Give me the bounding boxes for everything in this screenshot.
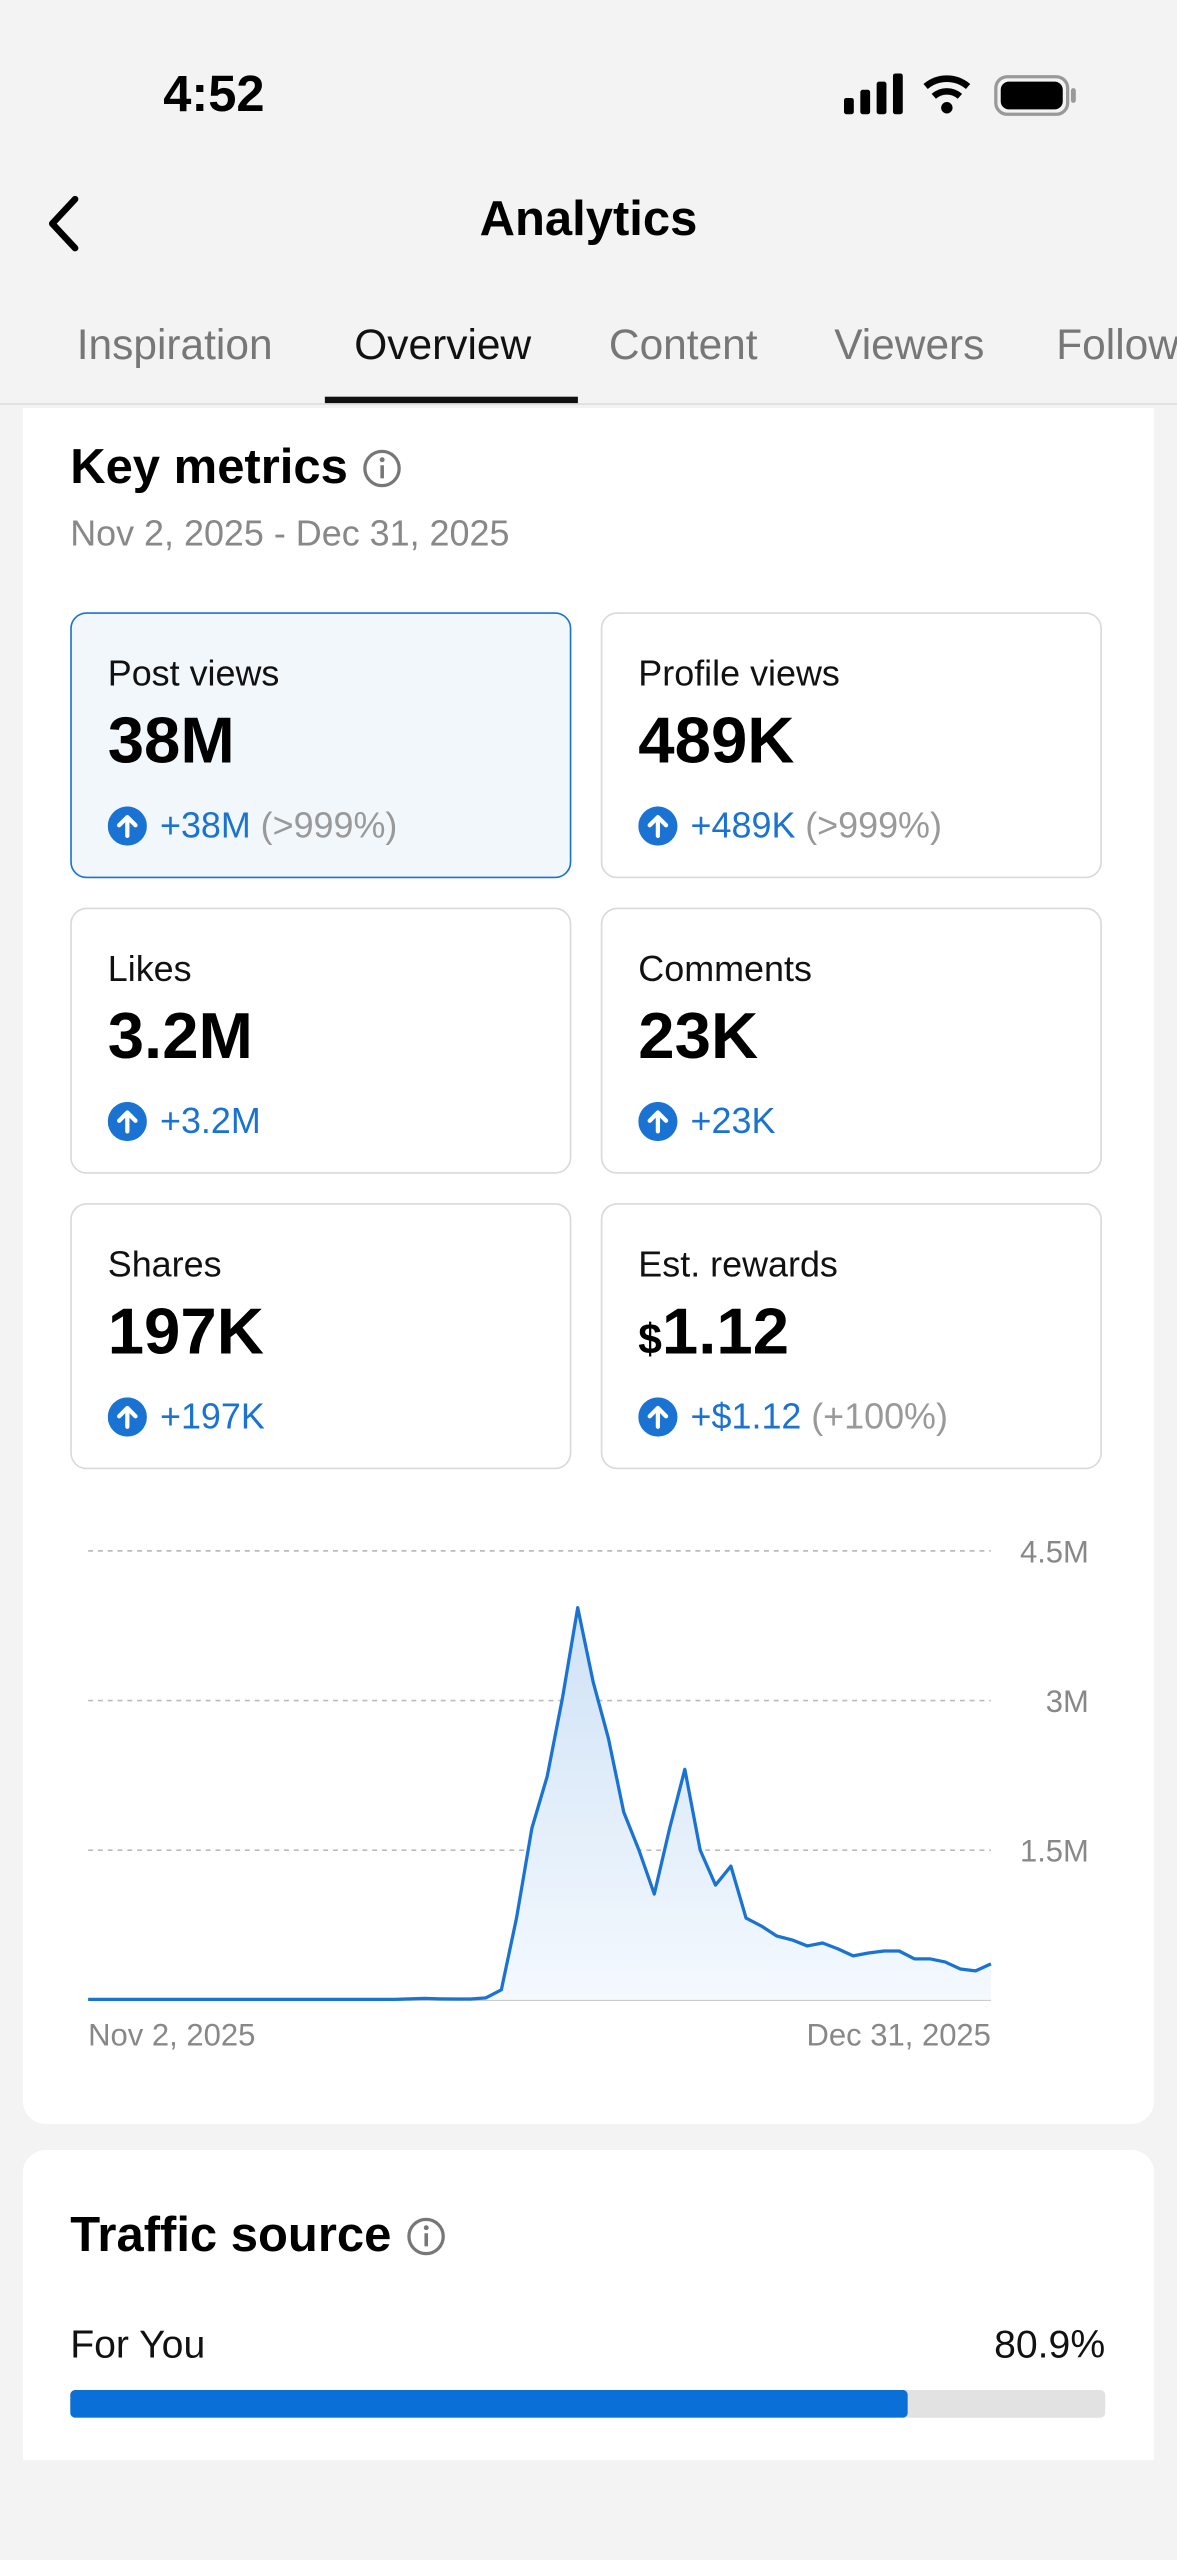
change-pct: (>999%)	[260, 804, 398, 846]
metric-change: +$1.12 (+100%)	[638, 1396, 948, 1438]
value: 197K	[107, 1296, 264, 1369]
tab[interactable]: Followers	[1056, 319, 1177, 369]
value: 3.2M	[107, 1000, 253, 1073]
value: 38M	[107, 705, 235, 778]
change-pct: (>999%)	[805, 804, 942, 846]
change-pct: (+100%)	[811, 1395, 948, 1437]
metric-card[interactable]: Comments 23K +23K	[600, 907, 1102, 1174]
tab[interactable]: Viewers	[834, 319, 985, 369]
value: 23K	[638, 1000, 759, 1073]
currency: $	[638, 1314, 662, 1364]
metric-value: 489K	[638, 705, 794, 778]
metric-card[interactable]: Likes 3.2M +3.2M	[70, 907, 572, 1174]
change: +197K	[159, 1395, 265, 1437]
change: +3.2M	[159, 1100, 261, 1142]
tab[interactable]: Inspiration	[76, 319, 273, 369]
metric-label: Shares	[107, 1243, 222, 1285]
metric-label: Est. rewards	[638, 1243, 838, 1285]
traffic-bar	[70, 2389, 908, 2418]
value: 1.12	[661, 1296, 790, 1369]
metric-card[interactable]: Profile views 489K +489K (>999%)	[600, 612, 1102, 879]
tab-indicator	[324, 396, 578, 404]
y-tick-label: 1.5M	[1020, 1834, 1089, 1869]
y-tick-label: 4.5M	[1020, 1534, 1089, 1569]
metric-card[interactable]: Post views 38M +38M (>999%)	[70, 612, 572, 879]
metric-label: Post views	[107, 653, 280, 694]
back-button[interactable]	[41, 193, 90, 255]
change: +38M	[159, 804, 251, 846]
tab[interactable]: Content	[608, 319, 758, 369]
metric-value: 197K	[108, 1296, 264, 1369]
up-icon	[638, 806, 678, 846]
metric-label: Comments	[638, 948, 812, 990]
page-title: Analytics	[479, 192, 698, 247]
change: +489K	[690, 804, 796, 846]
info-icon[interactable]	[404, 2215, 446, 2257]
line	[88, 1606, 992, 2001]
status-icons	[844, 73, 1076, 116]
up-icon	[107, 1397, 147, 1437]
metric-change: +489K (>999%)	[638, 805, 942, 847]
metrics-title: Key metrics	[70, 440, 348, 495]
traffic-track	[70, 2389, 1106, 2418]
x-tick-label: Nov 2, 2025	[88, 2018, 255, 2053]
traffic-value: 80.9%	[994, 2323, 1106, 2368]
metric-value: 23K	[638, 1001, 758, 1074]
y-tick-label: 3M	[1046, 1684, 1089, 1719]
traffic-title: Traffic source	[70, 2208, 392, 2263]
metric-change: +38M (>999%)	[107, 804, 398, 847]
value: 489K	[638, 705, 795, 778]
up-icon	[107, 1101, 147, 1142]
status-time: 4:52	[163, 65, 265, 123]
up-icon	[638, 1397, 678, 1437]
change: +23K	[690, 1100, 776, 1142]
up-icon	[107, 806, 147, 846]
change: +$1.12	[690, 1395, 802, 1437]
metric-value: $1.12	[638, 1296, 789, 1369]
metric-value: 38M	[108, 705, 235, 778]
date-range: Nov 2, 2025 - Dec 31, 2025	[70, 512, 510, 554]
metric-change: +23K	[638, 1100, 775, 1142]
traffic-label: For You	[70, 2323, 206, 2368]
tab-bar: Inspiration Overview Content Viewers Followe…	[0, 0, 1177, 405]
traffic-header: Traffic source	[70, 2209, 447, 2265]
up-icon	[638, 1101, 678, 1142]
x-tick-label: Dec 31, 2025	[807, 2018, 991, 2053]
metrics-header: Key metrics	[70, 441, 403, 497]
tab-divider	[0, 403, 1177, 405]
metric-label: Likes	[107, 948, 192, 990]
metric-card[interactable]: Shares 197K +197K	[70, 1203, 572, 1470]
metric-change: +197K	[107, 1395, 265, 1438]
tab[interactable]: Overview	[354, 319, 532, 369]
metric-label: Profile views	[638, 653, 840, 694]
metric-card[interactable]: Est. rewards $1.12 +$1.12 (+100%)	[600, 1203, 1102, 1470]
metric-value: 3.2M	[108, 1001, 253, 1074]
metric-change: +3.2M	[107, 1100, 261, 1142]
info-icon[interactable]	[361, 447, 403, 489]
